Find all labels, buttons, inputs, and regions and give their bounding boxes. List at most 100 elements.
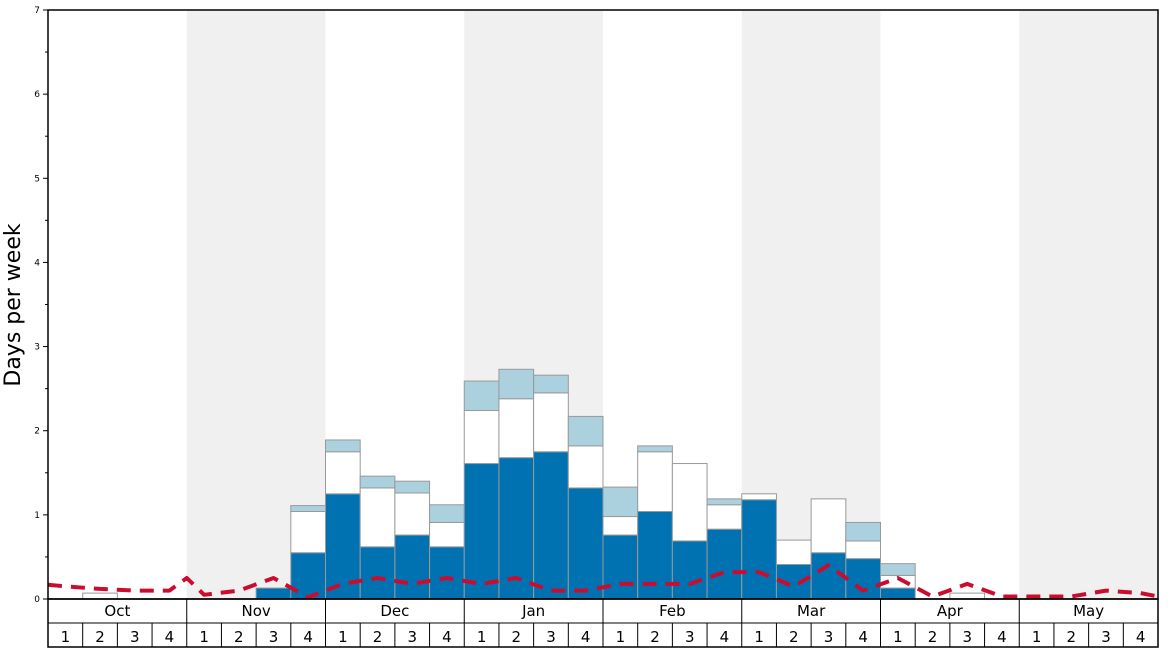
month-shade bbox=[1019, 10, 1158, 599]
week-label: 1 bbox=[754, 628, 764, 646]
month-shading-layer bbox=[186, 10, 1158, 599]
bar-segment-bottom bbox=[602, 534, 639, 600]
bar-segment-middle bbox=[533, 392, 569, 453]
y-tick-label: 7 bbox=[34, 6, 40, 16]
y-tick-label: 0 bbox=[34, 595, 40, 605]
bar-segment-bottom bbox=[463, 463, 500, 600]
month-label: Apr bbox=[937, 602, 964, 620]
bar-segment-middle bbox=[290, 510, 326, 554]
bar-segment-middle bbox=[775, 539, 812, 566]
bar-segment-bottom bbox=[255, 587, 292, 600]
week-label: 3 bbox=[407, 628, 417, 646]
bar-segment-middle bbox=[325, 451, 361, 495]
y-tick-label: 4 bbox=[34, 258, 40, 268]
month-label: Feb bbox=[659, 602, 686, 620]
week-label: 2 bbox=[1067, 628, 1077, 646]
y-axis-label: Days per week bbox=[1, 223, 26, 386]
bar-segment-middle bbox=[429, 521, 465, 548]
month-label: Dec bbox=[380, 602, 409, 620]
week-label: 4 bbox=[1136, 628, 1146, 646]
bar-segment-bottom bbox=[394, 534, 431, 600]
bar-segment-middle bbox=[810, 498, 847, 554]
bar-segment-middle bbox=[741, 493, 777, 501]
bar-segment-bottom bbox=[880, 587, 916, 600]
bar-segment-bottom bbox=[671, 540, 708, 600]
week-label: 3 bbox=[269, 628, 279, 646]
bar-segment-bottom bbox=[567, 487, 604, 600]
bar-segment-top bbox=[706, 498, 743, 506]
y-tick-label: 3 bbox=[34, 343, 40, 353]
bar-segment-middle bbox=[498, 398, 535, 459]
bar-segment-top bbox=[290, 505, 326, 512]
bar-segment-top bbox=[637, 445, 673, 453]
week-label: 4 bbox=[997, 628, 1007, 646]
bar-segment-bottom bbox=[741, 499, 777, 600]
y-tick-label: 2 bbox=[34, 427, 40, 437]
bar-segment-top bbox=[845, 521, 881, 542]
week-label: 3 bbox=[130, 628, 140, 646]
week-label: 1 bbox=[1032, 628, 1042, 646]
bar-segment-middle bbox=[567, 445, 604, 489]
bar-segment-middle bbox=[82, 592, 118, 600]
week-label: 4 bbox=[442, 628, 452, 646]
bar-segment-middle bbox=[637, 451, 673, 512]
week-label: 4 bbox=[858, 628, 868, 646]
bar-segment-top bbox=[602, 486, 639, 518]
bar-segment-top bbox=[463, 380, 500, 412]
week-label: 4 bbox=[720, 628, 730, 646]
week-label: 2 bbox=[95, 628, 105, 646]
bar-segment-middle bbox=[706, 504, 743, 530]
week-label: 4 bbox=[581, 628, 591, 646]
week-label: 3 bbox=[962, 628, 972, 646]
bar-segment-top bbox=[498, 368, 535, 400]
month-label: Mar bbox=[797, 602, 826, 620]
month-shade bbox=[186, 10, 326, 599]
bar-segment-bottom bbox=[533, 451, 569, 600]
week-label: 1 bbox=[893, 628, 903, 646]
bar-segment-top bbox=[394, 480, 431, 494]
bar-segment-top bbox=[880, 563, 916, 576]
bar-segment-bottom bbox=[498, 457, 535, 600]
bar-segment-middle bbox=[949, 592, 986, 600]
bar-segment-top bbox=[325, 439, 361, 453]
bar-segment-bottom bbox=[845, 558, 881, 600]
week-label: 3 bbox=[1101, 628, 1111, 646]
week-label: 3 bbox=[685, 628, 695, 646]
week-label: 3 bbox=[824, 628, 834, 646]
bar-segment-middle bbox=[394, 492, 431, 536]
y-tick-label: 5 bbox=[34, 174, 40, 184]
month-label: Jan bbox=[521, 602, 545, 620]
bar-segment-bottom bbox=[429, 546, 465, 600]
week-label: 2 bbox=[650, 628, 660, 646]
week-label: 3 bbox=[546, 628, 556, 646]
bar-segment-top bbox=[429, 504, 465, 523]
y-tick-label: 1 bbox=[34, 511, 40, 521]
month-label: Nov bbox=[241, 602, 270, 620]
bar-segment-bottom bbox=[706, 528, 743, 600]
bar-segment-middle bbox=[359, 487, 396, 548]
week-label: 1 bbox=[199, 628, 209, 646]
week-label: 1 bbox=[61, 628, 71, 646]
bar-segment-middle bbox=[671, 463, 708, 542]
week-label: 2 bbox=[512, 628, 522, 646]
week-label: 4 bbox=[165, 628, 175, 646]
bar-segment-middle bbox=[602, 516, 639, 536]
week-label: 2 bbox=[928, 628, 938, 646]
bar-segment-top bbox=[533, 374, 569, 394]
week-label: 2 bbox=[373, 628, 383, 646]
axes-layer: Oct 1 2 3 4 Nov 1 2 3 4 Dec 1 2 3 4 Jan 1 2 3 4 Feb 1 2 3 4 Mar 1 2… bbox=[34, 6, 1159, 648]
average-line bbox=[47, 563, 1159, 600]
week-label: 2 bbox=[789, 628, 799, 646]
bar-segment-middle bbox=[463, 410, 500, 465]
week-label: 1 bbox=[338, 628, 348, 646]
bar-segment-top bbox=[359, 475, 396, 489]
line-layer bbox=[47, 563, 1159, 600]
y-tick-label: 6 bbox=[34, 90, 40, 100]
month-label: May bbox=[1073, 602, 1104, 620]
bar-segment-middle bbox=[845, 540, 881, 560]
week-label: 4 bbox=[303, 628, 313, 646]
bar-segment-bottom bbox=[359, 546, 396, 600]
bars-layer bbox=[82, 368, 986, 600]
bar-segment-top bbox=[567, 415, 604, 447]
